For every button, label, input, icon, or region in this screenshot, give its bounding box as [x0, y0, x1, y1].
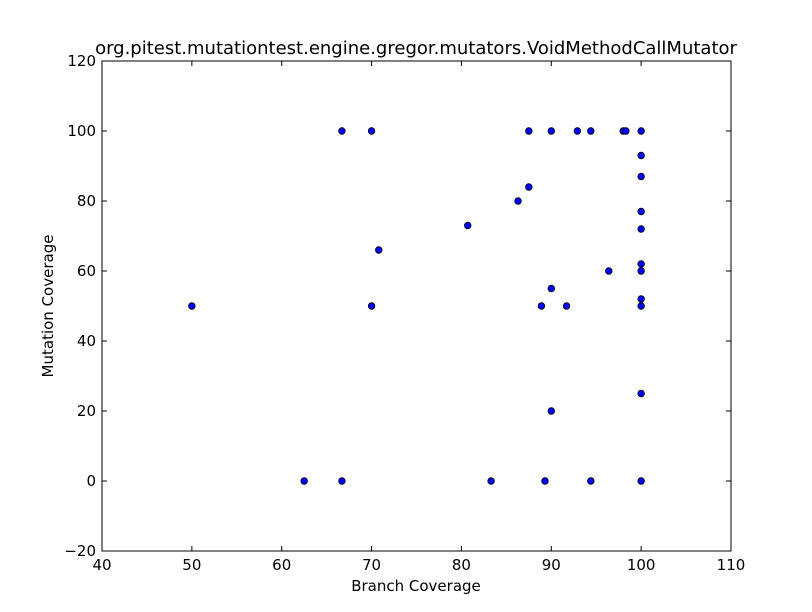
chart-title: org.pitest.mutationtest.engine.gregor.mu…: [95, 38, 737, 59]
x-tick-label: 60: [272, 556, 291, 574]
y-tick-label: 80: [77, 192, 96, 210]
data-point: [375, 246, 383, 254]
y-tick-label: 20: [77, 402, 96, 420]
x-tick-label: 100: [627, 556, 656, 574]
x-tick-label: 50: [182, 556, 201, 574]
x-tick-label: 40: [92, 556, 111, 574]
data-point: [464, 221, 472, 230]
y-tick-label: 60: [77, 262, 96, 280]
data-points: [188, 127, 645, 485]
data-point: [562, 302, 571, 310]
data-point: [338, 477, 346, 485]
x-tick-label: 110: [717, 556, 746, 574]
plot-frame: [101, 60, 732, 552]
data-point: [537, 302, 546, 310]
y-tick-label: −20: [64, 542, 96, 560]
data-point: [637, 207, 645, 216]
data-point: [637, 389, 645, 398]
data-point: [622, 127, 630, 135]
data-point: [541, 477, 549, 485]
data-point: [367, 127, 376, 135]
data-point: [637, 302, 645, 310]
data-point: [637, 127, 645, 135]
data-point: [637, 295, 645, 303]
y-tick-label: 120: [67, 52, 96, 70]
data-point: [637, 172, 645, 181]
data-point: [637, 477, 645, 485]
data-point: [547, 127, 555, 135]
data-point: [547, 284, 555, 293]
data-point: [637, 260, 645, 268]
data-point: [637, 225, 645, 233]
data-point: [487, 477, 495, 485]
x-tick-label: 90: [542, 556, 561, 574]
data-point: [637, 267, 645, 275]
x-tick-label: 70: [362, 556, 381, 574]
y-tick-labels: −20 0 20 40 60 80 100 120: [64, 52, 96, 560]
data-point: [587, 477, 595, 485]
data-point: [547, 407, 555, 415]
data-point: [573, 127, 582, 135]
y-tick-label: 40: [77, 332, 96, 350]
data-point: [188, 302, 196, 310]
y-axis-label: Mutation Coverage: [39, 235, 57, 378]
data-point: [637, 151, 645, 160]
data-point: [514, 197, 522, 205]
x-axis-label: Branch Coverage: [351, 577, 481, 595]
data-point: [367, 302, 376, 310]
data-point: [300, 477, 308, 485]
y-tick-label: 100: [67, 122, 96, 140]
data-point: [338, 127, 346, 135]
data-point: [587, 127, 595, 135]
x-tick-label: 80: [452, 556, 471, 574]
y-tick-label: 0: [86, 472, 96, 490]
data-point: [525, 127, 533, 135]
x-tick-labels: 40 50 60 70 80 90 100 110: [92, 556, 745, 574]
data-point: [525, 183, 533, 191]
axis-ticks: [101, 60, 732, 552]
data-point: [605, 267, 613, 275]
